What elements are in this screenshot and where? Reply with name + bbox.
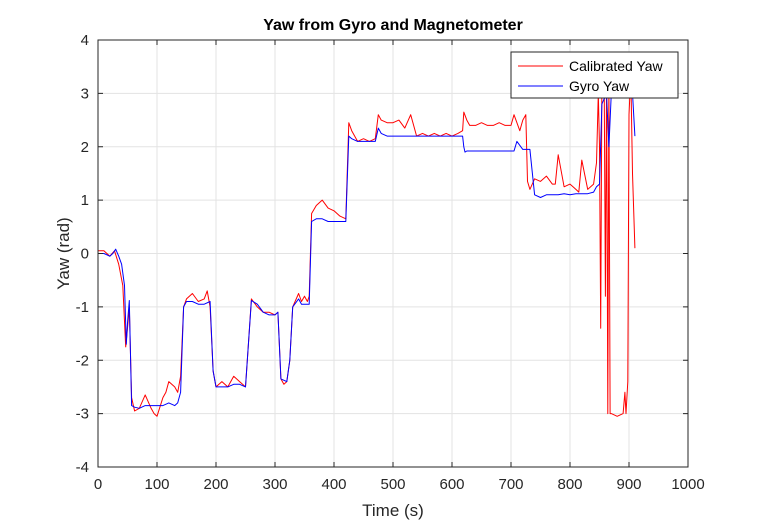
x-axis-label: Time (s) bbox=[362, 501, 424, 520]
series-line-gyro-yaw bbox=[98, 84, 636, 409]
x-tick-label: 1000 bbox=[671, 476, 704, 493]
y-tick-label: -4 bbox=[76, 459, 89, 476]
y-tick-label: -3 bbox=[76, 406, 89, 423]
x-tick-label: 0 bbox=[94, 476, 102, 493]
y-tick-label: -1 bbox=[76, 299, 89, 316]
x-tick-label: 900 bbox=[616, 476, 641, 493]
legend: Calibrated Yaw Gyro Yaw bbox=[510, 51, 679, 99]
y-tick-label: 3 bbox=[81, 85, 89, 102]
y-tick-label: 1 bbox=[81, 192, 89, 209]
legend-box bbox=[510, 51, 679, 99]
x-tick-label: 600 bbox=[439, 476, 464, 493]
series-layer bbox=[98, 71, 636, 417]
y-axis-label: Yaw (rad) bbox=[54, 217, 73, 289]
x-tick-label: 700 bbox=[498, 476, 523, 493]
y-tick-label: 0 bbox=[81, 246, 89, 263]
x-tick-label: 400 bbox=[321, 476, 346, 493]
ticks: 0 100 200 300 400 500 600 700 800 900 1000 -4 -3 -2 -1… bbox=[76, 32, 705, 493]
legend-label-calibrated-yaw: Calibrated Yaw bbox=[569, 58, 664, 74]
x-tick-label: 200 bbox=[203, 476, 228, 493]
x-tick-label: 800 bbox=[557, 476, 582, 493]
x-tick-label: 300 bbox=[262, 476, 287, 493]
legend-label-gyro-yaw: Gyro Yaw bbox=[569, 78, 630, 94]
chart-title: Yaw from Gyro and Magnetometer bbox=[263, 17, 523, 34]
x-tick-label: 100 bbox=[144, 476, 169, 493]
y-tick-label: 4 bbox=[81, 32, 89, 49]
x-tick-label: 500 bbox=[380, 476, 405, 493]
y-tick-label: -2 bbox=[76, 352, 89, 369]
y-tick-label: 2 bbox=[81, 139, 89, 156]
